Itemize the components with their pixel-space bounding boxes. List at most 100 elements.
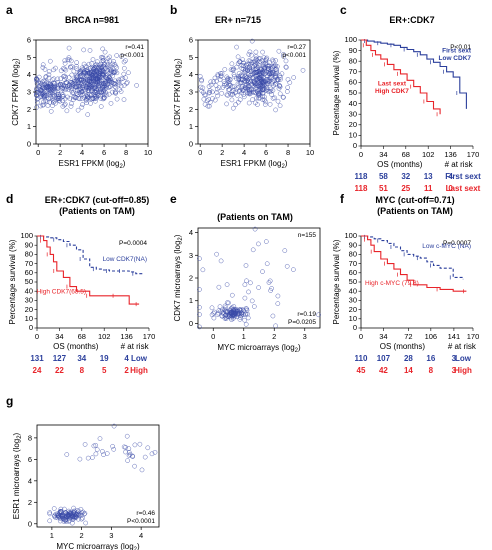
data-point: [93, 451, 99, 457]
y-tick-label: 30: [349, 296, 357, 305]
y-axis-label: ESR1 microarrays (log2): [12, 432, 23, 519]
x-axis-label: OS (months): [377, 160, 423, 169]
data-point: [241, 94, 247, 100]
data-point: [68, 103, 74, 109]
data-point: [87, 48, 93, 53]
y-tick-label: 2: [27, 105, 31, 114]
chart-title: ER+ n=715: [215, 15, 261, 25]
data-point: [256, 95, 261, 101]
stat-text: p<0.001: [282, 52, 306, 59]
data-point: [262, 78, 267, 84]
y-tick-label: 4: [28, 476, 32, 485]
data-point: [243, 306, 249, 311]
data-point: [287, 80, 293, 85]
data-point: [50, 77, 55, 83]
data-point: [245, 315, 251, 321]
data-point: [72, 94, 78, 100]
risk-value: 45: [357, 366, 366, 375]
data-point: [280, 94, 286, 100]
data-point: [260, 269, 265, 274]
data-point: [112, 90, 118, 96]
data-point: [245, 84, 251, 90]
x-tick-label: 68: [402, 150, 410, 159]
y-tick-label: 2: [189, 105, 193, 114]
data-point: [267, 278, 273, 284]
data-point: [252, 100, 258, 106]
data-point: [54, 84, 60, 90]
data-point: [277, 83, 283, 89]
data-point: [226, 87, 231, 93]
stat-text: p<0.001: [120, 52, 144, 59]
survival-curve: [37, 235, 140, 305]
series-label: High CDK7(68.5): [37, 288, 87, 295]
data-point: [83, 88, 89, 94]
data-point: [212, 97, 218, 103]
data-point: [237, 307, 242, 313]
data-point: [100, 58, 106, 64]
series-label: High c-MYC (79.8): [365, 280, 419, 287]
data-point: [61, 85, 67, 91]
data-point: [47, 58, 53, 64]
data-point: [92, 85, 98, 91]
data-point: [231, 72, 237, 77]
data-point: [53, 65, 58, 71]
data-point: [268, 288, 273, 293]
x-tick-label: 170: [467, 332, 480, 341]
data-point: [255, 81, 261, 86]
data-point: [44, 99, 50, 104]
data-point: [246, 58, 252, 64]
data-point: [255, 77, 261, 83]
panel-f: f MYC (cut-off=0.71)(Patients on TAM)0102…: [332, 192, 479, 375]
data-point: [214, 251, 219, 257]
data-point: [89, 61, 94, 66]
y-tick-label: 0: [27, 140, 31, 149]
data-point: [93, 442, 99, 448]
data-point: [125, 458, 130, 463]
data-point: [243, 311, 249, 317]
data-point: [200, 267, 206, 273]
data-point: [229, 97, 235, 103]
data-point: [78, 77, 84, 83]
y-tick-label: 30: [25, 296, 33, 305]
data-point: [40, 102, 46, 108]
data-point: [47, 518, 53, 524]
data-point: [107, 74, 112, 80]
data-point: [269, 75, 275, 80]
data-point: [63, 74, 68, 80]
data-point: [238, 76, 244, 82]
data-point: [123, 444, 128, 450]
data-point: [230, 105, 236, 111]
stat-text: n=155: [298, 232, 317, 239]
data-point: [35, 100, 40, 105]
data-point: [273, 58, 278, 63]
risk-value: 2: [124, 366, 129, 375]
data-point: [264, 77, 270, 82]
risk-value: 0: [448, 184, 453, 193]
data-point: [132, 463, 137, 469]
data-point: [77, 78, 83, 83]
data-point: [104, 92, 110, 98]
data-point: [63, 87, 69, 93]
data-point: [76, 87, 82, 93]
data-point: [246, 100, 252, 106]
x-tick-label: 4: [139, 531, 143, 540]
data-point: [214, 90, 220, 95]
data-point: [236, 70, 242, 76]
data-point: [134, 83, 139, 88]
data-point: [106, 64, 112, 70]
data-point: [60, 513, 66, 519]
y-tick-label: 60: [25, 268, 33, 277]
data-point: [203, 92, 209, 98]
y-tick-label: 100: [344, 35, 357, 44]
data-point: [251, 70, 257, 75]
x-axis-label: ESR1 FPKM (log2): [59, 159, 126, 170]
x-tick-label: 34: [379, 150, 387, 159]
data-point: [82, 442, 88, 447]
data-point: [201, 96, 207, 102]
y-axis-label: CDK7 microarrays (log2): [173, 234, 184, 321]
y-tick-label: 50: [349, 88, 357, 97]
y-tick-label: 0: [189, 140, 193, 149]
data-point: [215, 93, 220, 99]
risk-value: 131: [30, 354, 44, 363]
